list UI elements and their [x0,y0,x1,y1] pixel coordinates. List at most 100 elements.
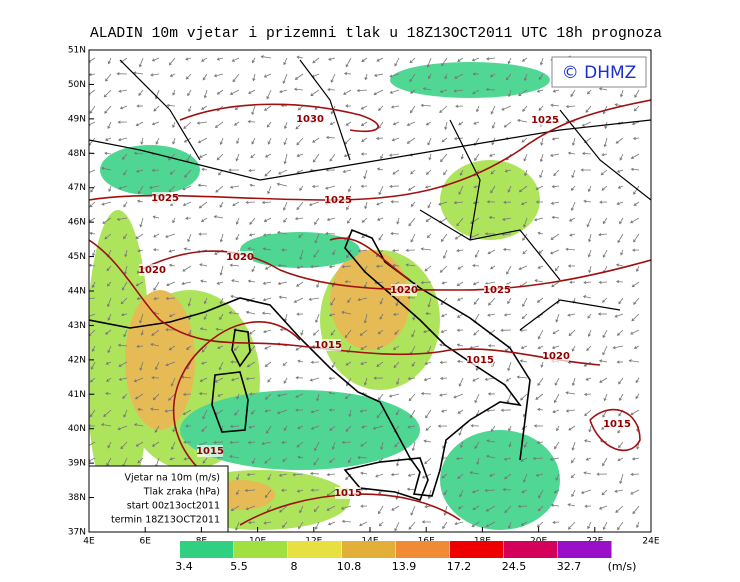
wind-arrow [420,280,432,285]
wind-arrow [551,345,560,350]
wind-arrow [457,297,464,301]
wind-arrow [262,297,272,302]
wind-arrow [344,393,352,400]
wind-arrow [533,424,544,428]
wind-arrow [266,121,272,128]
wind-arrow [277,393,288,398]
wind-arrow [456,343,464,347]
wind-arrow [441,409,448,413]
wind-arrow [603,137,608,148]
wind-arrow [473,185,480,189]
wind-arrow [357,455,368,460]
wind-arrow [360,345,368,350]
wind-arrow [615,263,624,267]
wind-arrow [518,185,528,193]
wind-arrow [453,89,464,93]
wind-arrow [439,393,448,397]
wind-arrow [552,89,560,93]
wind-arrow [456,359,464,364]
wind-arrow [187,89,192,97]
wind-arrow [485,521,496,528]
wind-arrow [309,471,320,476]
wind-arrow [549,457,560,461]
wind-arrow [615,137,624,144]
wind-arrow [490,425,496,433]
wind-arrow [421,520,432,524]
wind-arrow [425,217,432,222]
wind-arrow [410,233,416,243]
wind-arrow [139,313,144,324]
wind-arrow [616,329,624,336]
wind-arrow [172,121,176,129]
wind-arrow [536,297,544,303]
wind-arrow [313,457,320,466]
wind-arrow [308,201,320,207]
wind-arrow [151,121,160,126]
wind-arrow [538,489,544,499]
wind-arrow [439,360,448,365]
colorbar-swatch [234,541,288,558]
wind-arrow [424,265,432,272]
wind-arrow [297,455,304,459]
lat-label: 42N [68,355,86,365]
isobar-label: 1025 [483,285,511,296]
wind-arrow [378,521,384,527]
wind-arrow [300,329,304,336]
wind-arrow [230,505,240,511]
wind-arrow [633,201,640,206]
wind-arrow [411,441,416,452]
wind-arrow [458,377,464,387]
wind-arrow [360,152,368,156]
wind-arrow [104,151,112,155]
wind-arrow [519,359,528,363]
wind-arrow [490,185,496,194]
wind-arrow [565,247,576,251]
wind-arrow [565,391,576,395]
wind-arrow [523,441,528,448]
wind-arrow [202,457,208,464]
wind-arrow [360,121,368,126]
wind-arrow [363,377,368,386]
wind-arrow [330,73,336,83]
wind-arrow [425,169,432,175]
wind-arrow [149,185,160,190]
wind-arrow [565,409,576,413]
wind-arrow [135,441,144,447]
wind-arrow [470,424,480,428]
wind-arrow [343,71,352,76]
wind-arrow [534,279,544,283]
wind-arrow [311,184,320,189]
wind-arrow [392,121,400,126]
wind-arrow [236,137,240,145]
wind-arrow [123,233,128,240]
wind-arrow [152,393,160,401]
info-line: Tlak zraka (hPa) [143,487,220,498]
wind-arrow [456,217,464,227]
wind-arrow [196,121,208,125]
wind-arrow [101,201,112,206]
wind-arrow [388,153,400,157]
wind-arrow [550,503,560,507]
wind-arrow [213,440,224,444]
wind-arrow [213,73,224,78]
wind-arrow [314,521,320,530]
wind-arrow [199,263,208,267]
wind-arrow [489,73,496,78]
wind-arrow [89,313,96,318]
wind-arrow [102,217,112,224]
wind-arrow [420,103,432,108]
wind-arrow [166,281,176,287]
wind-arrow [89,105,96,114]
wind-arrow [264,105,272,111]
wind-arrow [568,329,576,337]
wind-arrow [379,297,384,305]
wind-arrow [279,505,288,513]
wind-arrow [395,457,400,467]
wind-arrow [165,233,176,238]
wind-arrow [588,233,592,243]
wind-arrow [395,489,400,500]
wind-arrow [278,295,288,299]
wind-arrow [346,377,352,387]
wind-arrow [296,281,304,287]
lat-label: 43N [68,321,86,331]
